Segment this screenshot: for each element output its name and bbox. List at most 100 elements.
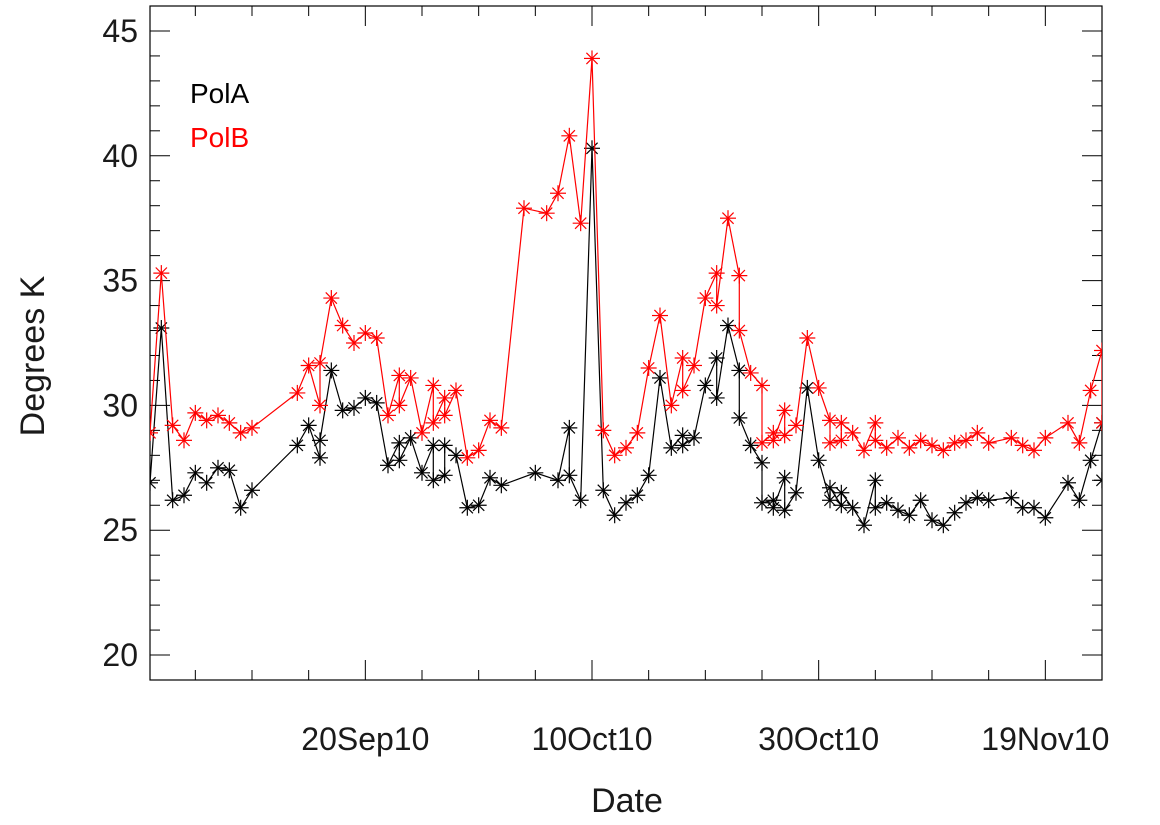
data-point bbox=[674, 349, 691, 366]
data-point bbox=[425, 472, 442, 489]
data-point bbox=[550, 185, 566, 202]
data-point bbox=[1117, 492, 1133, 508]
data-point bbox=[618, 439, 634, 456]
x-tick-label: 30Oct10 bbox=[758, 721, 879, 757]
data-point bbox=[742, 437, 759, 454]
data-point bbox=[414, 424, 430, 441]
data-point bbox=[334, 402, 351, 419]
data-point bbox=[187, 404, 204, 421]
data-point bbox=[697, 290, 714, 307]
data-point bbox=[1060, 414, 1076, 431]
data-point bbox=[708, 265, 725, 282]
data-point bbox=[1003, 489, 1020, 506]
data-point bbox=[198, 412, 215, 429]
data-point bbox=[425, 414, 442, 431]
data-point bbox=[561, 419, 578, 436]
x-axis: 20Sep10 10Oct10 30Oct10 19Nov10 bbox=[194, 6, 1109, 757]
plot-frame bbox=[149, 5, 1103, 681]
data-point bbox=[459, 449, 476, 466]
data-point bbox=[980, 492, 997, 509]
data-point bbox=[720, 317, 736, 334]
data-point bbox=[436, 437, 453, 454]
data-point bbox=[708, 389, 725, 406]
data-point bbox=[368, 394, 385, 411]
data-point bbox=[867, 472, 884, 489]
data-point bbox=[924, 512, 940, 529]
data-point bbox=[391, 452, 408, 469]
x-tick-label: 20Sep10 bbox=[301, 721, 429, 757]
data-point bbox=[686, 429, 702, 446]
data-point bbox=[210, 459, 226, 476]
data-point bbox=[1094, 342, 1102, 359]
data-point bbox=[765, 499, 782, 516]
data-point bbox=[357, 389, 374, 406]
data-point bbox=[436, 389, 453, 406]
data-point bbox=[312, 354, 328, 371]
x-tick-label: 19Nov10 bbox=[981, 721, 1109, 757]
y-axis-label: Degrees K bbox=[14, 275, 52, 436]
legend: PolA PolB bbox=[190, 78, 249, 153]
data-point bbox=[731, 267, 748, 284]
data-point bbox=[901, 507, 918, 524]
data-point bbox=[652, 307, 668, 324]
data-point bbox=[958, 494, 974, 511]
data-point bbox=[754, 377, 770, 394]
series-pola bbox=[150, 140, 1155, 534]
data-point bbox=[1071, 492, 1088, 509]
data-point bbox=[731, 409, 748, 426]
data-point bbox=[640, 359, 657, 376]
data-point bbox=[1060, 474, 1076, 491]
data-point bbox=[776, 502, 793, 519]
data-point bbox=[368, 330, 385, 347]
data-point bbox=[754, 454, 770, 471]
data-point bbox=[312, 449, 328, 466]
data-point bbox=[935, 442, 952, 459]
data-point bbox=[754, 494, 770, 511]
data-point bbox=[822, 412, 838, 429]
data-point bbox=[674, 382, 691, 399]
data-point bbox=[334, 317, 351, 334]
data-point bbox=[844, 424, 861, 441]
data-point bbox=[912, 492, 929, 509]
series-polb bbox=[150, 50, 1155, 466]
data-point bbox=[640, 467, 657, 484]
data-point bbox=[833, 432, 850, 449]
data-point bbox=[1037, 509, 1054, 526]
data-point bbox=[1105, 382, 1121, 398]
data-point bbox=[731, 362, 748, 379]
data-point bbox=[1026, 442, 1042, 459]
data-point bbox=[380, 407, 396, 424]
data-point bbox=[890, 502, 906, 519]
data-point bbox=[493, 419, 510, 436]
data-point bbox=[550, 472, 566, 489]
data-point bbox=[788, 484, 804, 501]
data-point bbox=[312, 432, 328, 449]
data-point bbox=[436, 467, 453, 484]
data-point bbox=[391, 367, 408, 384]
data-point bbox=[776, 469, 793, 486]
data-point bbox=[969, 424, 986, 441]
data-point bbox=[584, 50, 600, 67]
y-tick-label: 35 bbox=[102, 263, 138, 299]
data-point bbox=[1139, 410, 1155, 426]
data-point bbox=[380, 457, 396, 474]
data-point bbox=[1071, 434, 1088, 451]
data-point bbox=[300, 357, 317, 374]
data-point bbox=[833, 414, 850, 431]
x-tick-label: 10Oct10 bbox=[532, 721, 653, 757]
data-point bbox=[856, 517, 872, 534]
data-point bbox=[980, 434, 997, 451]
legend-entry-polb: PolB bbox=[190, 122, 249, 153]
data-point bbox=[652, 369, 668, 386]
data-point bbox=[1139, 477, 1155, 493]
data-point bbox=[187, 464, 204, 481]
data-point bbox=[810, 379, 827, 396]
data-point bbox=[153, 320, 170, 337]
data-point bbox=[584, 140, 600, 157]
data-point bbox=[153, 265, 170, 282]
data-point bbox=[1128, 417, 1144, 433]
data-point bbox=[618, 494, 634, 511]
data-point bbox=[844, 499, 861, 516]
data-point bbox=[765, 432, 782, 449]
